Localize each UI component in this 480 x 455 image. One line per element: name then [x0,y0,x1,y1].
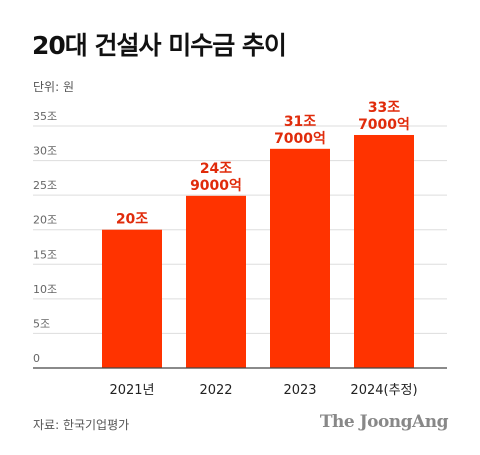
brand-logo: The JoongAng [319,412,449,432]
data-label: 9000억 [190,178,242,194]
data-label: 7000억 [274,131,326,147]
bar [186,195,246,368]
chart-title: 20대 건설사 미수금 추이 [32,31,287,60]
y-tick-label: 20조 [33,214,57,227]
data-label: 20조 [116,212,148,228]
data-label: 31조 [284,114,316,130]
y-tick-label: 5조 [33,317,50,330]
data-label: 24조 [200,161,232,177]
unit-label: 단위: 원 [33,80,74,94]
x-tick-label: 2021년 [109,383,154,398]
x-tick-label: 2022 [199,383,232,398]
x-tick-label: 2023 [283,383,316,398]
y-tick-label: 0 [33,352,40,365]
bar [270,148,330,368]
y-axis-ticks: 0 5조 10조 15조 20조 25조 30조 35조 [33,110,57,365]
data-label: 7000억 [358,117,410,133]
y-tick-label: 15조 [33,248,57,261]
x-tick-label: 2024(추정) [350,383,417,398]
y-tick-label: 35조 [33,110,57,123]
source-note: 자료: 한국기업평가 [33,418,130,432]
y-tick-label: 25조 [33,179,57,192]
bars [102,134,414,368]
y-tick-label: 10조 [33,283,57,296]
x-axis-categories: 2021년 2022 2023 2024(추정) [109,383,417,398]
data-label: 33조 [368,100,400,116]
bar [102,229,162,368]
y-tick-label: 30조 [33,145,57,158]
bar [354,134,414,368]
